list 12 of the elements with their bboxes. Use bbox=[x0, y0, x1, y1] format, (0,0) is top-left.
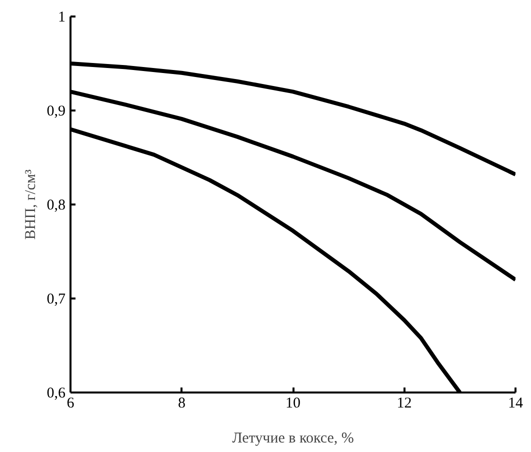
x-tick-label: 12 bbox=[396, 396, 412, 412]
x-tick-label: 14 bbox=[508, 396, 524, 412]
y-axis-title: ВНП, г/см³ bbox=[22, 168, 39, 240]
y-tick-label: 0,7 bbox=[46, 292, 66, 308]
y-tick-label: 0,8 bbox=[46, 198, 66, 214]
x-tick-label: 6 bbox=[66, 396, 75, 412]
y-tick-label: 0,6 bbox=[46, 386, 66, 402]
x-tick-label: 10 bbox=[286, 396, 300, 412]
y-tick-label: 0,9 bbox=[46, 104, 66, 120]
y-tick-label: 1 bbox=[58, 10, 66, 26]
x-axis-title: Летучие в коксе, % bbox=[232, 430, 354, 446]
x-tick-label: 8 bbox=[178, 396, 186, 412]
